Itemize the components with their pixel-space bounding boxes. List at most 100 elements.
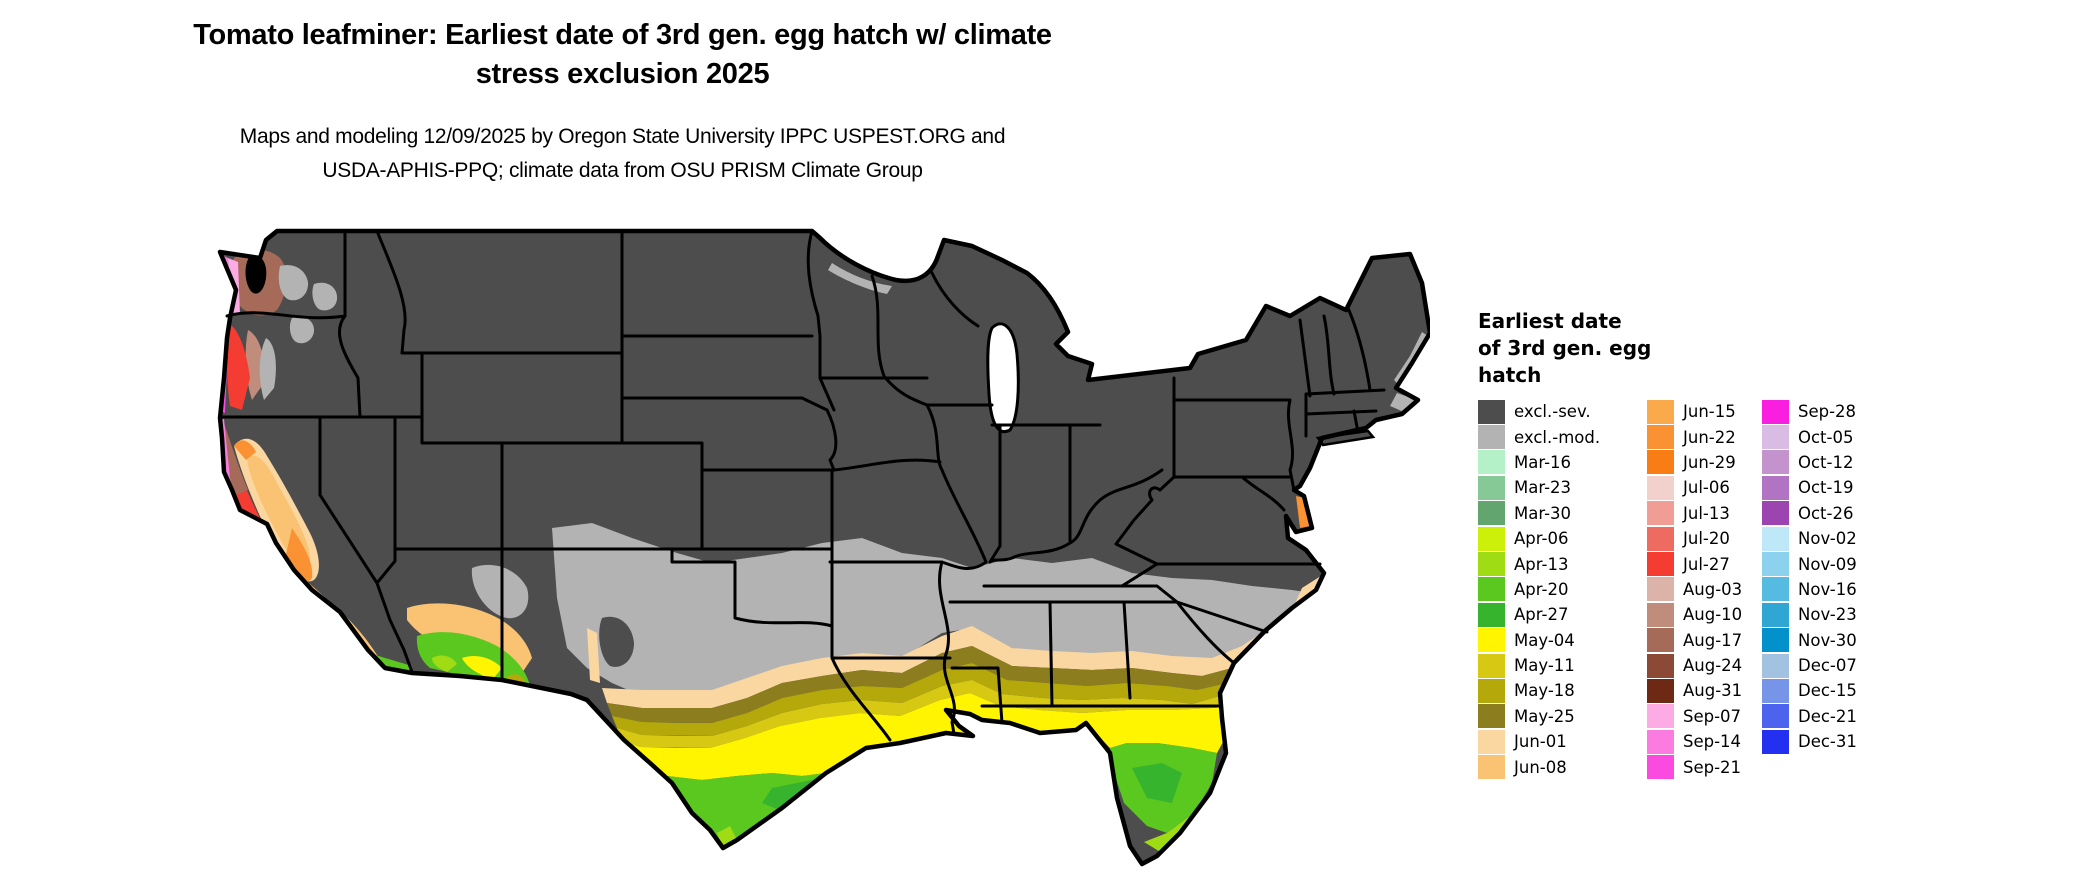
legend-label: Mar-30 [1514, 503, 1572, 523]
legend-swatch [1647, 704, 1674, 729]
legend-entry: Sep-21 [1647, 754, 1762, 780]
legend-label: May-11 [1514, 656, 1575, 676]
legend-entry: Jul-27 [1647, 551, 1762, 577]
legend-swatch [1647, 526, 1674, 551]
legend-swatch [1478, 399, 1505, 424]
chart-subtitle: Maps and modeling 12/09/2025 by Oregon S… [0, 120, 1245, 188]
legend-swatch [1762, 501, 1789, 526]
region-band-may25 [607, 628, 1292, 723]
legend-entry: excl.-sev. [1478, 399, 1647, 424]
legend-entry: Mar-23 [1478, 475, 1647, 500]
legend-entry: Nov-16 [1762, 577, 1887, 602]
legend-label: Jun-08 [1514, 757, 1567, 777]
legend-column: Sep-28 Oct-05 Oct-12 Oct-19 Oct-26 Nov-02 Nov-… [1762, 399, 1887, 754]
legend-label: Sep-14 [1683, 732, 1742, 752]
legend-label: Mar-16 [1514, 452, 1572, 472]
legend-entry: May-11 [1478, 653, 1647, 678]
legend-entry: Sep-07 [1647, 704, 1762, 729]
region-or-brown [245, 330, 265, 400]
legend-entry: Aug-24 [1647, 653, 1762, 678]
legend-label: Dec-07 [1798, 656, 1857, 676]
us-map-svg [172, 228, 1430, 883]
legend-swatch [1762, 450, 1789, 475]
legend-swatch [1762, 729, 1789, 754]
legend-swatch [1647, 729, 1674, 754]
legend-swatch [1762, 577, 1789, 602]
legend-swatch [1762, 628, 1789, 653]
legend-entry: May-04 [1478, 628, 1647, 653]
legend-entry: Jul-06 [1647, 475, 1762, 500]
legend-entry: Nov-30 [1762, 628, 1887, 653]
legend-swatch [1762, 399, 1789, 424]
legend-swatch [1762, 526, 1789, 551]
legend-entry: Jul-20 [1647, 526, 1762, 551]
legend-swatch [1478, 602, 1505, 627]
legend-entry: Aug-10 [1647, 602, 1762, 627]
legend-label: May-04 [1514, 630, 1575, 650]
legend-swatch [1762, 678, 1789, 703]
region-fl-green-inner [1132, 763, 1182, 803]
legend-entry: May-18 [1478, 678, 1647, 703]
legend-label: Sep-07 [1683, 706, 1742, 726]
legend-swatch [1647, 678, 1674, 703]
legend-swatch [1647, 475, 1674, 500]
legend-entry: May-25 [1478, 704, 1647, 729]
legend-label: Nov-09 [1798, 554, 1857, 574]
legend-label: Oct-05 [1798, 427, 1854, 447]
chart-subtitle-line1: Maps and modeling 12/09/2025 by Oregon S… [239, 125, 1006, 148]
legend-label: Nov-23 [1798, 605, 1857, 625]
region-channel-magenta [308, 613, 316, 619]
region-band-may18 [612, 643, 1282, 736]
legend-label: May-18 [1514, 681, 1575, 701]
legend-swatch [1647, 399, 1674, 424]
legend-entry: Nov-23 [1762, 602, 1887, 627]
legend-label: excl.-mod. [1514, 427, 1601, 447]
legend-label: Aug-31 [1683, 681, 1743, 701]
region-wtx-mountains [599, 616, 634, 667]
us-choropleth-map [172, 228, 1430, 883]
legend-entry: Oct-12 [1762, 450, 1887, 475]
legend-label: Jun-01 [1514, 732, 1567, 752]
legend-swatch [1478, 526, 1505, 551]
region-south-gray [552, 523, 1332, 698]
legend-label: Nov-30 [1798, 630, 1857, 650]
legend-swatch [1647, 450, 1674, 475]
legend-swatch [1647, 653, 1674, 678]
legend-entry: Jun-01 [1478, 729, 1647, 754]
legend-entry: Jul-13 [1647, 501, 1762, 526]
legend-swatch [1478, 450, 1505, 475]
chart-title: Tomato leafminer: Earliest date of 3rd g… [0, 16, 1245, 94]
region-maine-coast-gray [1394, 332, 1428, 386]
legend-entry: Mar-16 [1478, 450, 1647, 475]
legend-label: Nov-16 [1798, 579, 1857, 599]
legend-label: Jun-22 [1683, 427, 1736, 447]
legend-swatch [1478, 653, 1505, 678]
legend-label: Sep-21 [1683, 757, 1742, 777]
legend-entry: Apr-20 [1478, 577, 1647, 602]
legend-column: Jun-15 Jun-22 Jun-29 Jul-06 Jul-13 Jul-20 Jul-… [1647, 399, 1762, 780]
region-az-yellowgreen [432, 655, 457, 672]
legend-label: Dec-15 [1798, 681, 1857, 701]
legend-label: Jul-13 [1683, 503, 1730, 523]
legend-entry: Aug-31 [1647, 678, 1762, 703]
legend-columns: excl.-sev. excl.-mod. Mar-16 Mar-23 Mar-30 Ap… [1478, 399, 1958, 780]
legend-entry: Dec-15 [1762, 678, 1887, 703]
legend-swatch [1478, 628, 1505, 653]
legend-entry: Sep-14 [1647, 729, 1762, 754]
region-fl-yellowgreen [1144, 813, 1194, 853]
region-wa-gray [278, 264, 338, 311]
legend-entry: Aug-17 [1647, 628, 1762, 653]
legend-swatch [1647, 501, 1674, 526]
region-az-gray [471, 564, 529, 619]
region-ca-valley-orange-north [234, 440, 256, 460]
legend-label: Jul-27 [1683, 554, 1730, 574]
legend-entry: Jun-08 [1478, 754, 1647, 780]
region-or-red [226, 323, 250, 410]
legend-entry: Dec-07 [1762, 653, 1887, 678]
legend-swatch [1647, 755, 1674, 780]
legend-label: Oct-19 [1798, 478, 1854, 498]
legend-label: Sep-28 [1798, 402, 1857, 422]
state-borders [220, 229, 1386, 742]
legend-label: Dec-31 [1798, 732, 1857, 752]
